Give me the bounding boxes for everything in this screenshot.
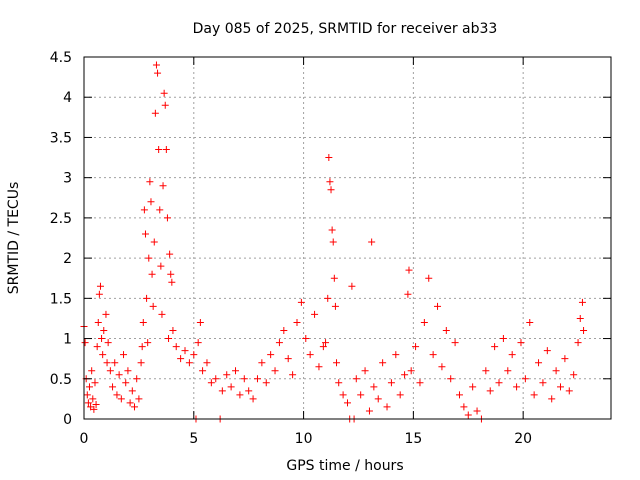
y-axis-label: SRMTID / TECUs <box>6 182 22 295</box>
y-tick-label: 1.5 <box>50 291 72 307</box>
x-axis-label: GPS time / hours <box>286 458 403 474</box>
chart-title: Day 085 of 2025, SRMTID for receiver ab3… <box>193 21 498 37</box>
y-tick-label: 0 <box>63 412 72 428</box>
y-tick-label: 4.5 <box>50 50 72 66</box>
axis-ticks: 0 0.5 1 1.5 2 2.5 3 3.5 4 4.5 0 5 10 15 20 <box>50 50 611 447</box>
x-tick-label: 20 <box>514 431 532 447</box>
y-tick-label: 4 <box>63 90 72 106</box>
x-tick-label: 15 <box>404 431 422 447</box>
y-tick-label: 0.5 <box>50 372 72 388</box>
grid-lines <box>84 57 611 419</box>
y-tick-label: 3.5 <box>50 130 72 146</box>
y-tick-label: 2.5 <box>50 211 72 227</box>
plot-frame <box>83 56 612 420</box>
y-tick-label: 3 <box>63 171 72 187</box>
series-marks <box>80 61 588 423</box>
x-tick-label: 0 <box>80 431 89 447</box>
x-tick-label: 10 <box>295 431 313 447</box>
y-tick-label: 2 <box>63 251 72 267</box>
data-points <box>80 61 588 423</box>
y-tick-label: 1 <box>63 332 72 348</box>
x-tick-label: 5 <box>189 431 198 447</box>
